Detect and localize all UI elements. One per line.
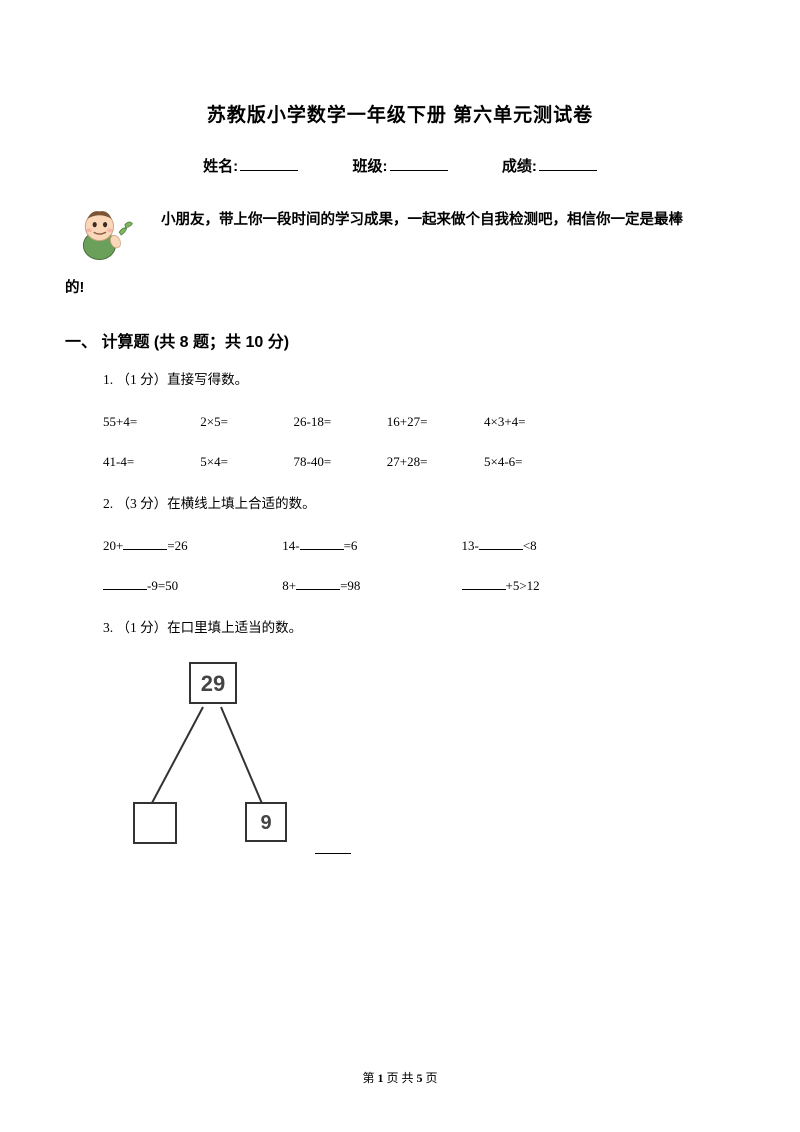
diagram-bottom-right-box: 9: [245, 802, 287, 842]
diagram-line-right: [220, 707, 263, 804]
intro-line-1: 小朋友，带上你一段时间的学习成果，一起来做个自我检测吧，相信你一定是最棒: [161, 212, 683, 228]
diagram-bottom-left-box[interactable]: [133, 802, 177, 844]
student-info-line: 姓名: 班级: 成绩:: [65, 155, 735, 176]
answer-blank[interactable]: [300, 538, 344, 550]
answer-blank[interactable]: [123, 538, 167, 550]
q2-prompt: 2. （3 分）在横线上填上合适的数。: [103, 494, 735, 514]
q2-row-1: 20+=26 14-=6 13-<8: [103, 538, 735, 554]
eq-cell: 27+28=: [387, 454, 481, 470]
answer-blank[interactable]: [296, 578, 340, 590]
q3-prompt: 3. （1 分）在口里填上适当的数。: [103, 618, 735, 638]
eq-cell: 5×4-6=: [484, 454, 523, 470]
name-label: 姓名:: [203, 158, 238, 175]
eq-cell: 2×5=: [200, 414, 290, 430]
page-title: 苏教版小学数学一年级下册 第六单元测试卷: [65, 100, 735, 127]
eq-cell: 41-4=: [103, 454, 197, 470]
diagram-line-left: [150, 707, 204, 807]
eq-cell: 26-18=: [294, 414, 384, 430]
fill-cell: -9=50: [103, 578, 279, 594]
answer-blank[interactable]: [462, 578, 506, 590]
eq-cell: 55+4=: [103, 414, 197, 430]
answer-blank[interactable]: [103, 578, 147, 590]
answer-blank[interactable]: [479, 538, 523, 550]
score-blank[interactable]: [539, 157, 597, 171]
name-blank[interactable]: [240, 157, 298, 171]
page-footer: 第 1 页 共 5 页: [0, 1069, 800, 1086]
number-bond-diagram: 29 9: [127, 662, 327, 857]
intro-line-2: 的!: [65, 270, 735, 308]
class-label: 班级:: [353, 158, 388, 175]
fill-cell: 14-=6: [282, 538, 458, 554]
q2-row-2: -9=50 8+=98 +5>12: [103, 578, 735, 594]
fill-cell: 20+=26: [103, 538, 279, 554]
diagram-top-box: 29: [189, 662, 237, 704]
q1-row-1: 55+4= 2×5= 26-18= 16+27= 4×3+4=: [103, 414, 735, 430]
fill-cell: 13-<8: [462, 538, 638, 554]
intro-block: 小朋友，带上你一段时间的学习成果，一起来做个自我检测吧，相信你一定是最棒 的!: [65, 202, 735, 308]
eq-cell: 4×3+4=: [484, 414, 526, 430]
section-1-heading: 一、 计算题 (共 8 题；共 10 分): [65, 328, 735, 352]
eq-cell: 16+27=: [387, 414, 481, 430]
character-icon: [67, 202, 145, 268]
fill-cell: +5>12: [462, 578, 638, 594]
class-blank[interactable]: [390, 157, 448, 171]
eq-cell: 78-40=: [294, 454, 384, 470]
fill-cell: 8+=98: [282, 578, 458, 594]
q1-row-2: 41-4= 5×4= 78-40= 27+28= 5×4-6=: [103, 454, 735, 470]
answer-blank[interactable]: [315, 844, 351, 854]
q1-prompt: 1. （1 分）直接写得数。: [103, 370, 735, 390]
score-label: 成绩:: [502, 158, 537, 175]
eq-cell: 5×4=: [200, 454, 290, 470]
